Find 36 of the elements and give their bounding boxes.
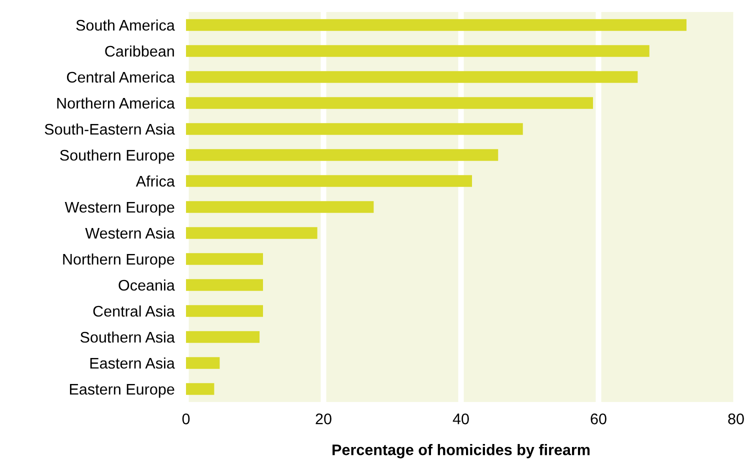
x-axis-title: Percentage of homicides by firearm — [332, 444, 590, 458]
y-tick-label: Eastern Europe — [70, 384, 174, 398]
x-tick-label: 40 — [452, 414, 469, 424]
y-tick-label: Northern Europe — [63, 253, 174, 268]
bar — [186, 201, 374, 213]
x-tick-label: 60 — [590, 414, 606, 424]
y-tick-label: Western Asia — [85, 227, 175, 239]
y-tick-label: Oceania — [118, 279, 175, 291]
bar — [186, 97, 593, 109]
x-tick-label: 20 — [316, 414, 332, 424]
bar — [186, 45, 650, 57]
bar — [186, 175, 472, 187]
y-tick-label: Africa — [136, 175, 175, 187]
bar — [186, 19, 686, 31]
bar — [186, 331, 260, 343]
bar — [186, 149, 498, 161]
bar — [186, 357, 220, 369]
y-tick-label: Northern America — [57, 97, 175, 109]
y-tick-label: South-Eastern Asia — [44, 123, 175, 135]
x-tick-label: 0 — [182, 414, 190, 424]
y-tick-label: South America — [76, 19, 175, 31]
y-tick-label: Southern Asia — [80, 331, 175, 343]
bar — [186, 253, 263, 265]
y-tick-label: Southern Europe — [60, 149, 174, 164]
bar — [186, 71, 638, 83]
y-tick-label: Caribbean — [105, 45, 174, 57]
x-tick-label: 80 — [728, 414, 744, 424]
bar — [186, 227, 318, 239]
bar — [186, 305, 263, 317]
bar — [186, 383, 214, 395]
bar — [186, 123, 523, 135]
y-tick-label: Western Europe — [64, 202, 174, 216]
y-tick-label: Eastern Asia — [90, 357, 175, 369]
bar — [186, 279, 263, 291]
y-tick-label: Central America — [66, 71, 175, 83]
y-tick-label: Central Asia — [93, 305, 175, 317]
